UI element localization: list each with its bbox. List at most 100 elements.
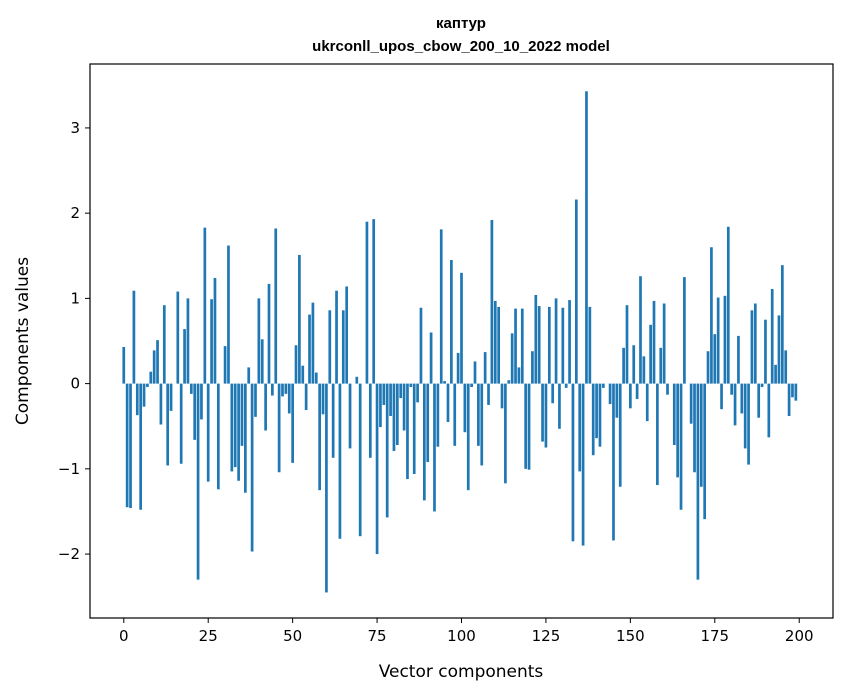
bar — [477, 383, 480, 446]
bar — [696, 383, 700, 580]
bar — [260, 339, 264, 384]
bar — [271, 383, 274, 396]
bar — [659, 347, 663, 384]
bar — [399, 383, 403, 399]
bar — [308, 314, 311, 384]
bar — [392, 383, 396, 451]
x-tick-label: 100 — [447, 627, 476, 645]
x-tick-label: 0 — [119, 627, 129, 645]
bar — [358, 383, 362, 537]
bar — [740, 383, 744, 414]
bar — [774, 364, 777, 384]
bar — [419, 307, 423, 384]
bar — [341, 310, 345, 384]
bar — [240, 383, 244, 446]
bar — [345, 286, 349, 384]
bar — [436, 383, 440, 447]
bar — [527, 383, 531, 470]
bar — [281, 383, 284, 397]
y-tick-label: 2 — [70, 204, 80, 222]
bar — [328, 310, 332, 384]
bar — [395, 383, 399, 445]
bar — [169, 383, 173, 411]
bar — [514, 308, 517, 384]
bar — [372, 219, 376, 384]
bar — [791, 383, 794, 398]
bar — [429, 332, 433, 384]
bar — [426, 383, 430, 463]
bar — [608, 383, 612, 405]
bar — [237, 383, 240, 481]
bar — [689, 383, 693, 424]
bar — [720, 383, 723, 410]
bar — [757, 383, 761, 418]
bar — [453, 383, 457, 446]
bar — [656, 383, 659, 486]
bar — [601, 383, 605, 388]
x-tick-label: 25 — [199, 627, 218, 645]
bar — [635, 383, 639, 399]
bar — [649, 324, 652, 384]
bar — [156, 340, 159, 384]
bar — [713, 334, 717, 384]
bar — [784, 350, 788, 384]
bar — [250, 383, 254, 552]
bar — [764, 319, 767, 384]
bar — [389, 383, 392, 417]
bars-group — [122, 91, 798, 593]
bar — [679, 383, 683, 510]
bar — [439, 229, 443, 384]
bar — [365, 221, 369, 384]
bar — [483, 352, 487, 384]
bar — [152, 350, 156, 384]
bar — [595, 383, 598, 439]
bar — [710, 247, 713, 384]
bar — [480, 383, 484, 466]
bar — [227, 245, 230, 384]
bar — [672, 383, 676, 445]
bar — [294, 345, 298, 384]
bar — [412, 383, 416, 474]
bar — [125, 383, 129, 508]
bar — [186, 298, 190, 384]
bar — [504, 383, 507, 484]
bar — [544, 383, 548, 448]
bar — [747, 383, 750, 465]
bar — [578, 383, 582, 472]
bar — [547, 306, 551, 384]
bar — [487, 383, 490, 405]
bar — [206, 383, 210, 482]
bar — [132, 290, 136, 384]
bar — [213, 277, 217, 384]
bar — [777, 315, 781, 384]
bar — [166, 383, 170, 466]
bar — [416, 383, 419, 403]
bar — [129, 383, 132, 509]
bar — [466, 383, 470, 491]
bar — [135, 383, 139, 416]
bar — [571, 383, 575, 542]
bar — [368, 383, 372, 458]
bar — [433, 383, 436, 512]
bar — [625, 305, 629, 384]
bar — [591, 383, 595, 456]
bar — [149, 371, 153, 384]
bar — [311, 302, 315, 384]
bar — [385, 383, 389, 518]
x-tick-label: 75 — [368, 627, 387, 645]
x-tick-label: 175 — [700, 627, 729, 645]
y-axis-ticks: −2 −1 0 1 2 3 — [58, 119, 90, 563]
bar — [304, 383, 308, 411]
bar — [176, 291, 180, 384]
bar — [780, 265, 784, 384]
bar — [652, 300, 656, 384]
bar — [767, 383, 771, 438]
bar — [534, 294, 538, 384]
bar — [645, 383, 649, 422]
bar — [662, 303, 666, 384]
bar — [301, 365, 305, 384]
bar — [574, 199, 578, 384]
bar — [122, 346, 126, 384]
bar — [139, 383, 143, 510]
